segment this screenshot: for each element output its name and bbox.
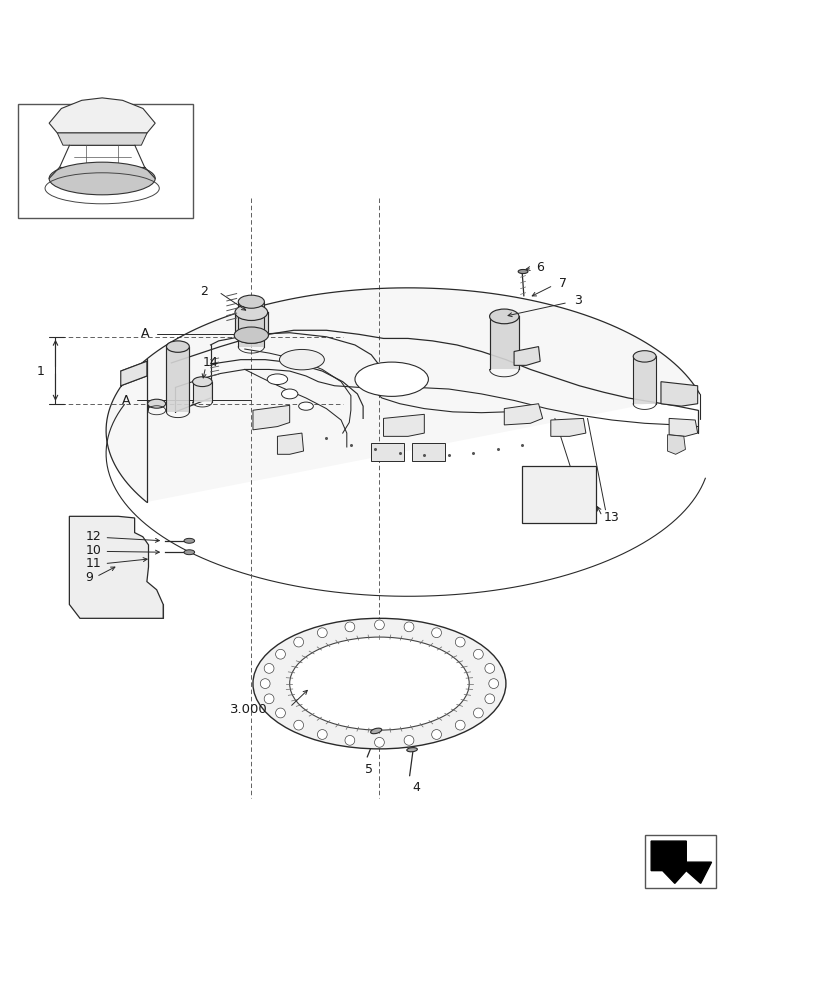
Polygon shape bbox=[669, 418, 698, 436]
Circle shape bbox=[260, 679, 270, 688]
Ellipse shape bbox=[299, 402, 313, 410]
Circle shape bbox=[404, 735, 414, 745]
Ellipse shape bbox=[166, 341, 189, 352]
Text: 3: 3 bbox=[574, 294, 582, 307]
Circle shape bbox=[317, 730, 327, 739]
Ellipse shape bbox=[193, 377, 212, 387]
Circle shape bbox=[432, 628, 441, 638]
Text: 11: 11 bbox=[86, 557, 101, 570]
Text: 2: 2 bbox=[200, 285, 208, 298]
Polygon shape bbox=[57, 133, 147, 145]
Circle shape bbox=[473, 649, 483, 659]
Polygon shape bbox=[106, 288, 699, 502]
Circle shape bbox=[264, 694, 274, 704]
Polygon shape bbox=[238, 302, 264, 347]
Polygon shape bbox=[193, 382, 212, 402]
Polygon shape bbox=[551, 418, 586, 436]
Ellipse shape bbox=[518, 269, 528, 274]
Text: 5: 5 bbox=[365, 763, 373, 776]
Ellipse shape bbox=[49, 162, 155, 195]
Polygon shape bbox=[504, 404, 543, 425]
Circle shape bbox=[485, 694, 494, 704]
Ellipse shape bbox=[633, 351, 656, 362]
Circle shape bbox=[432, 730, 441, 739]
Text: 1: 1 bbox=[37, 365, 45, 378]
Circle shape bbox=[375, 620, 384, 630]
Ellipse shape bbox=[234, 327, 268, 343]
Text: A: A bbox=[141, 327, 149, 340]
Circle shape bbox=[276, 649, 286, 659]
Circle shape bbox=[276, 708, 286, 718]
Polygon shape bbox=[633, 356, 656, 404]
Circle shape bbox=[294, 637, 304, 647]
Text: A: A bbox=[122, 394, 131, 407]
Ellipse shape bbox=[490, 309, 519, 324]
Ellipse shape bbox=[407, 748, 417, 752]
Text: 10: 10 bbox=[86, 544, 101, 557]
Polygon shape bbox=[235, 312, 268, 335]
Text: 3.000: 3.000 bbox=[230, 703, 268, 716]
Circle shape bbox=[489, 679, 499, 688]
Circle shape bbox=[455, 637, 465, 647]
Text: 12: 12 bbox=[86, 530, 101, 543]
Ellipse shape bbox=[253, 618, 506, 749]
Ellipse shape bbox=[148, 399, 166, 408]
Ellipse shape bbox=[279, 349, 325, 370]
Circle shape bbox=[455, 720, 465, 730]
Circle shape bbox=[375, 737, 384, 747]
Polygon shape bbox=[253, 405, 290, 430]
Ellipse shape bbox=[290, 637, 469, 730]
Polygon shape bbox=[514, 347, 540, 365]
Text: 6: 6 bbox=[536, 261, 544, 274]
Polygon shape bbox=[121, 361, 147, 386]
Text: 14: 14 bbox=[202, 356, 219, 369]
Circle shape bbox=[485, 663, 494, 673]
Polygon shape bbox=[651, 841, 712, 883]
Circle shape bbox=[317, 628, 327, 638]
Ellipse shape bbox=[370, 728, 382, 734]
Bar bbox=[645, 835, 716, 888]
Text: 13: 13 bbox=[604, 511, 619, 524]
Polygon shape bbox=[69, 516, 163, 618]
Polygon shape bbox=[384, 414, 424, 436]
Text: 4: 4 bbox=[412, 781, 420, 794]
Ellipse shape bbox=[235, 304, 268, 320]
Bar bbox=[412, 443, 445, 461]
Polygon shape bbox=[166, 347, 189, 412]
Circle shape bbox=[345, 735, 355, 745]
Ellipse shape bbox=[355, 362, 428, 396]
Bar bbox=[522, 466, 596, 523]
Ellipse shape bbox=[184, 538, 195, 543]
Circle shape bbox=[404, 622, 414, 632]
Polygon shape bbox=[667, 435, 685, 454]
Ellipse shape bbox=[184, 550, 195, 555]
Circle shape bbox=[294, 720, 304, 730]
Bar bbox=[18, 104, 193, 218]
Text: 9: 9 bbox=[86, 571, 94, 584]
Polygon shape bbox=[49, 98, 155, 133]
Polygon shape bbox=[277, 433, 304, 454]
Polygon shape bbox=[661, 382, 698, 406]
Circle shape bbox=[473, 708, 483, 718]
Ellipse shape bbox=[238, 295, 264, 308]
Text: 7: 7 bbox=[559, 277, 567, 290]
Circle shape bbox=[345, 622, 355, 632]
Polygon shape bbox=[490, 316, 519, 369]
Bar bbox=[371, 443, 404, 461]
Ellipse shape bbox=[282, 389, 298, 399]
Ellipse shape bbox=[268, 374, 287, 385]
Circle shape bbox=[264, 663, 274, 673]
